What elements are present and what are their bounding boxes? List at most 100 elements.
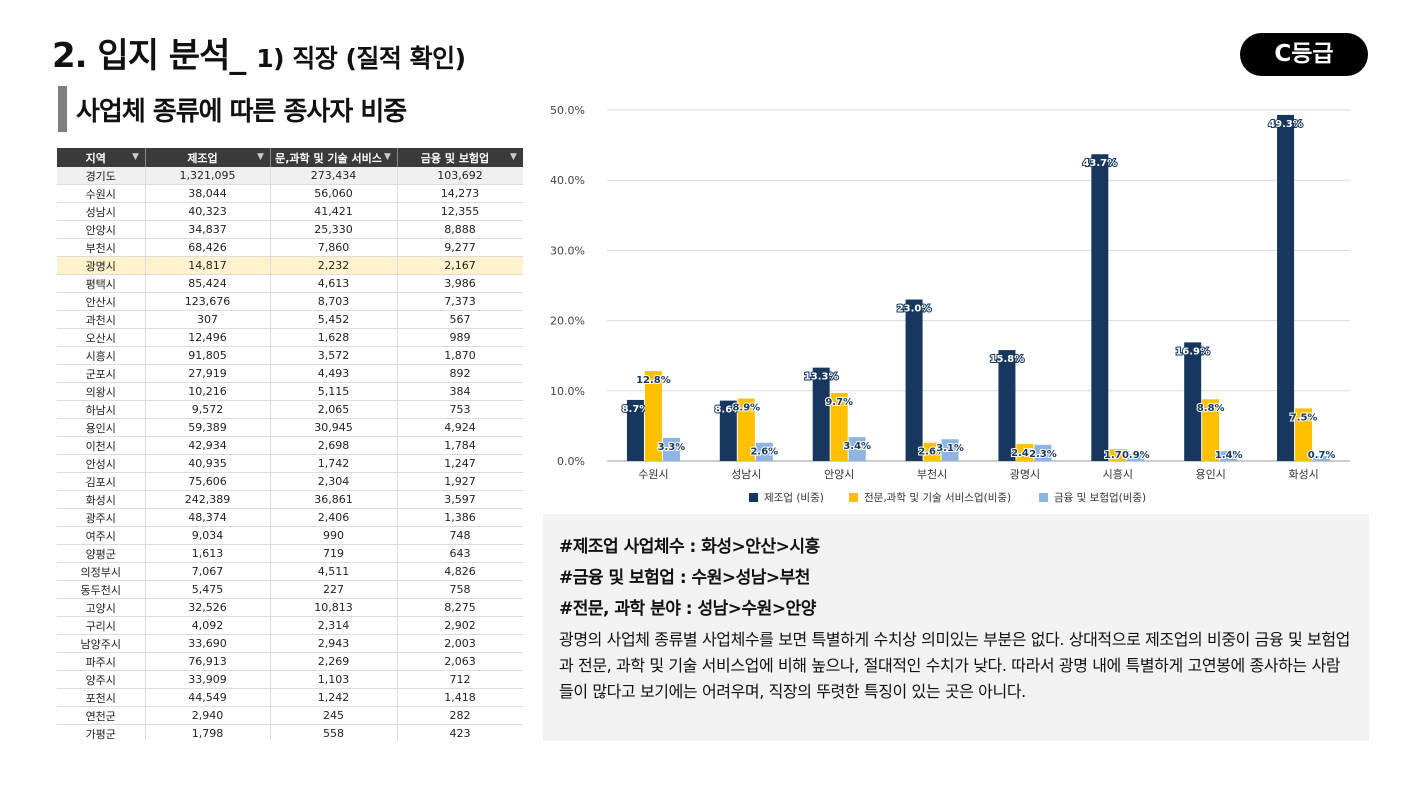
table-cell: 32,526 [145, 598, 271, 617]
table-cell: 2,167 [397, 256, 523, 275]
table-cell: 103,692 [397, 167, 523, 185]
table-row: 안산시 123,676 8,703 7,373 [57, 292, 523, 311]
table-cell: 36,861 [270, 490, 398, 509]
table-cell: 이천시 [57, 436, 146, 455]
data-table-container: 지역 ▼ 제조업 ▼ 문,과학 및 기술 서비스 ▼ 금융 및 보험업 ▼ 경기도 1,321,… [57, 148, 523, 741]
table-cell: 구리시 [57, 616, 146, 635]
table-cell: 양평군 [57, 544, 146, 563]
table-cell: 2,003 [397, 634, 523, 653]
table-cell: 시흥시 [57, 346, 146, 365]
data-label: 8.8% [1197, 403, 1225, 414]
data-table: 지역 ▼ 제조업 ▼ 문,과학 및 기술 서비스 ▼ 금융 및 보험업 ▼ 경기도 1,321,… [57, 148, 523, 741]
page-title: 2. 입지 분석_ 1) 직장 (질적 확인) [52, 28, 466, 77]
table-cell: 33,690 [145, 634, 271, 653]
legend-swatch [1039, 493, 1048, 502]
bar [1016, 444, 1034, 461]
filter-dropdown-icon[interactable]: ▼ [257, 152, 264, 162]
table-row: 경기도 1,321,095 273,434 103,692 [57, 167, 523, 185]
table-cell: 558 [270, 724, 398, 741]
x-tick-label: 광명시 [1010, 468, 1040, 481]
column-header-label: 문,과학 및 기술 서비스 [275, 151, 382, 165]
table-cell: 423 [397, 724, 523, 741]
filter-dropdown-icon[interactable]: ▼ [510, 152, 517, 162]
table-cell: 2,314 [270, 616, 398, 635]
table-cell: 753 [397, 400, 523, 419]
table-row: 고양시 32,526 10,813 8,275 [57, 598, 523, 617]
table-cell: 광주시 [57, 508, 146, 527]
data-label: 3.4% [843, 441, 871, 452]
column-header[interactable]: 문,과학 및 기술 서비스 ▼ [270, 148, 398, 167]
table-cell: 567 [397, 310, 523, 329]
bar [737, 398, 755, 461]
data-label: 3.1% [936, 443, 964, 454]
table-cell: 892 [397, 364, 523, 383]
table-cell: 14,817 [145, 256, 271, 275]
data-label: 12.8% [636, 375, 671, 386]
table-cell: 3,597 [397, 490, 523, 509]
bar [662, 437, 680, 461]
column-header[interactable]: 지역 ▼ [57, 148, 146, 167]
table-row: 동두천시 5,475 227 758 [57, 580, 523, 599]
table-cell: 1,628 [270, 328, 398, 347]
table-row: 수원시 38,044 56,060 14,273 [57, 184, 523, 203]
y-tick-label: 0.0% [557, 455, 585, 468]
bar [644, 371, 662, 461]
filter-dropdown-icon[interactable]: ▼ [132, 152, 139, 162]
table-row: 안양시 34,837 25,330 8,888 [57, 220, 523, 239]
table-cell: 의정부시 [57, 562, 146, 581]
bar [1127, 454, 1145, 461]
column-header-label: 금융 및 보험업 [420, 151, 490, 165]
x-tick-label: 성남시 [731, 468, 761, 481]
x-tick-label: 수원시 [638, 468, 668, 481]
table-cell: 1,321,095 [145, 167, 271, 185]
data-label: 23.0% [897, 304, 932, 315]
table-cell: 12,355 [397, 202, 523, 221]
table-row: 시흥시 91,805 3,572 1,870 [57, 346, 523, 365]
data-label: 1.4% [1215, 450, 1243, 461]
table-cell: 1,798 [145, 724, 271, 741]
bar [626, 399, 644, 461]
table-cell: 성남시 [57, 202, 146, 221]
table-cell: 2,943 [270, 634, 398, 653]
data-label: 13.3% [804, 372, 839, 383]
data-label: 2.3% [1029, 449, 1057, 460]
column-header[interactable]: 금융 및 보험업 ▼ [397, 148, 523, 167]
note-body: 광명의 사업체 종류별 사업체수를 보면 특별하게 수치상 의미있는 부분은 없… [559, 630, 1350, 701]
legend-swatch [749, 493, 758, 502]
table-cell: 8,703 [270, 292, 398, 311]
filter-dropdown-icon[interactable]: ▼ [384, 152, 391, 162]
table-row: 군포시 27,919 4,493 892 [57, 364, 523, 383]
table-row: 성남시 40,323 41,421 12,355 [57, 202, 523, 221]
table-cell: 안산시 [57, 292, 146, 311]
table-cell: 68,426 [145, 238, 271, 257]
table-cell: 2,940 [145, 706, 271, 725]
table-row: 광명시 14,817 2,232 2,167 [57, 256, 523, 275]
table-cell: 4,092 [145, 616, 271, 635]
table-cell: 3,986 [397, 274, 523, 293]
data-label: 9.7% [825, 397, 853, 408]
bar [1313, 456, 1331, 461]
table-cell: 85,424 [145, 274, 271, 293]
table-cell: 48,374 [145, 508, 271, 527]
table-cell: 25,330 [270, 220, 398, 239]
data-label: 1.7% [1104, 450, 1132, 461]
table-cell: 75,606 [145, 472, 271, 491]
table-cell: 7,373 [397, 292, 523, 311]
data-label: 2.4% [1011, 448, 1039, 459]
table-row: 파주시 76,913 2,269 2,063 [57, 652, 523, 671]
table-cell: 282 [397, 706, 523, 725]
x-tick-label: 시흥시 [1103, 467, 1133, 481]
y-tick-label: 30.0% [550, 244, 585, 257]
legend-swatch [849, 493, 858, 502]
x-tick-label: 화성시 [1288, 468, 1318, 481]
column-header[interactable]: 제조업 ▼ [145, 148, 271, 167]
table-cell: 2,304 [270, 472, 398, 491]
table-cell: 1,247 [397, 454, 523, 473]
bar [1220, 451, 1238, 461]
table-cell: 9,572 [145, 400, 271, 419]
table-cell: 안성시 [57, 454, 146, 473]
table-cell: 화성시 [57, 490, 146, 509]
bar [755, 442, 773, 461]
table-cell: 384 [397, 382, 523, 401]
table-cell: 748 [397, 526, 523, 545]
